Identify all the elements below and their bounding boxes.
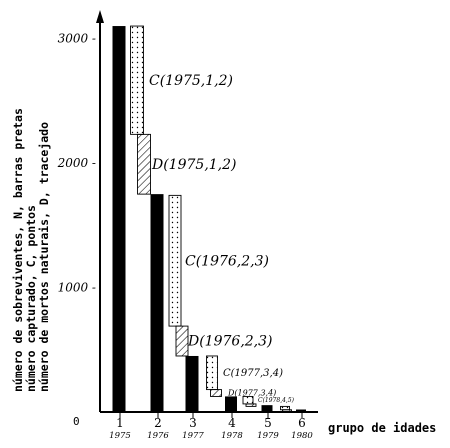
captured-label-3: C(1977,3,4) <box>223 368 283 379</box>
y-tick-label-1000: 1000 - <box>58 281 96 295</box>
origin-label: 0 <box>73 415 80 428</box>
captured-bar-5 <box>280 405 290 411</box>
dead-bar-3 <box>210 389 222 397</box>
captured-bar-2 <box>168 194 182 327</box>
age-group-label-1: 1 <box>116 416 124 430</box>
captured-label-1: C(1975,1,2) <box>149 73 233 89</box>
dead-label-1: D(1975,1,2) <box>151 157 237 173</box>
survivors-bar-1 <box>112 26 126 413</box>
survivors-bar-3 <box>185 355 199 412</box>
age-group-label-6: 6 <box>298 416 306 430</box>
x-axis-title: grupo de idades <box>328 421 436 435</box>
dead-bar-4 <box>245 403 257 407</box>
y-axis-title-line-1: número de sobreviventes, N, barras preta… <box>11 108 25 392</box>
dead-bar-5 <box>282 409 292 413</box>
survivors-bar-4 <box>225 396 237 412</box>
age-group-label-5: 5 <box>264 416 272 430</box>
survivors-bar-6 <box>296 409 306 412</box>
year-label-1978: 1978 <box>221 431 243 441</box>
dead-label-2: D(1976,2,3) <box>187 334 273 350</box>
year-label-1976: 1976 <box>147 431 169 441</box>
year-label-1975: 1975 <box>109 431 131 441</box>
year-label-1980: 1980 <box>291 431 313 441</box>
y-tick-label-2000: 2000 - <box>57 156 96 170</box>
year-label-1977: 1977 <box>182 431 204 441</box>
survivors-bar-2 <box>150 194 164 412</box>
y-axis-title-line-2: número capturado, C, pontos <box>24 205 38 392</box>
captured-label-2: C(1976,2,3) <box>185 253 269 269</box>
age-group-label-3: 3 <box>189 416 197 430</box>
y-axis-title-line-3: número de mortos naturais, D, tracejado <box>37 122 51 392</box>
captured-bar-3 <box>206 355 218 391</box>
dead-label-3: D(1977,3,4) <box>227 389 276 398</box>
captured-bar-1 <box>130 25 144 135</box>
dead-bar-1 <box>137 133 151 195</box>
captured-label-4: C(1978,4,5) <box>258 397 295 404</box>
dead-bar-2 <box>175 325 189 357</box>
survivors-bar-5 <box>261 405 273 412</box>
year-label-1979: 1979 <box>257 431 279 441</box>
y-tick-label-3000: 3000 - <box>58 32 96 46</box>
age-group-label-4: 4 <box>228 416 236 430</box>
y-axis-arrow <box>96 10 104 23</box>
y-axis-title: número de sobreviventes, N, barras preta… <box>11 108 51 392</box>
age-group-label-2: 2 <box>154 416 162 430</box>
